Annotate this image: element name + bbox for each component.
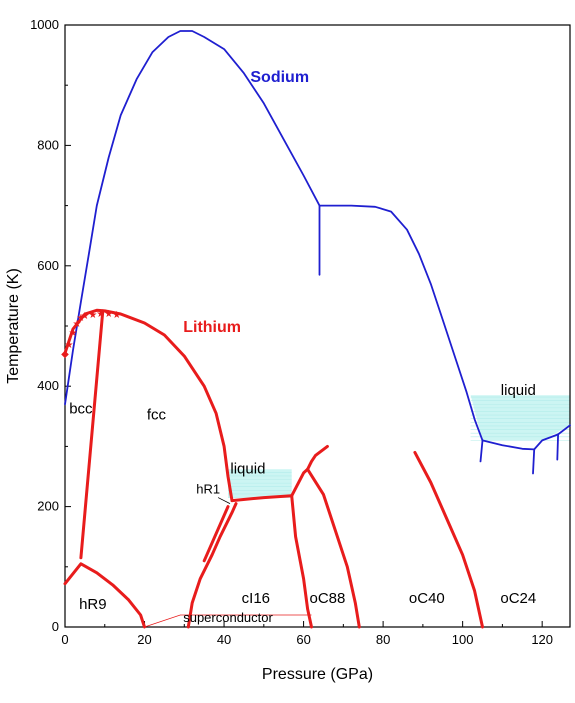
y-tick-label: 800 [37, 137, 59, 152]
label-liquid: liquid [501, 382, 536, 399]
label-hr1: hR1 [196, 481, 220, 496]
lithium-melting-marker: ★ [76, 313, 85, 324]
phase-boundaries: ◆★★★★★★★★★ [61, 30, 571, 629]
lithium-boundary-3 [186, 502, 238, 629]
lithium-boundary-4 [202, 505, 230, 563]
phase-labels: Sodium Lithium bcc fcc liquid hR1 hR9 cI16 super… [69, 69, 536, 625]
lithium-boundary-5 [230, 494, 294, 503]
lithium-boundary-7 [306, 444, 329, 471]
label-oc88: oC88 [310, 590, 346, 607]
lithium-melting-marker: ★ [96, 309, 105, 320]
x-axis-title: Pressure (GPa) [262, 666, 373, 683]
y-tick-label: 200 [37, 499, 59, 514]
lithium-boundary-2 [63, 562, 146, 629]
sodium-boundary-4 [532, 448, 536, 475]
superconductor-boundary [144, 614, 312, 628]
label-sodium: Sodium [250, 69, 309, 86]
lithium-boundary-1 [79, 309, 105, 560]
x-tick-label: 20 [137, 632, 151, 647]
x-tick-label: 100 [452, 632, 474, 647]
y-axis-title: Temperature (K) [5, 268, 22, 384]
sodium-boundary-0 [64, 30, 484, 442]
label-fcc: fcc [147, 406, 167, 423]
lithium-melting-marker: ★ [104, 309, 113, 320]
label-oc24: oC24 [500, 590, 536, 607]
label-oc40: oC40 [409, 590, 445, 607]
y-tick-label: 1000 [30, 17, 59, 32]
x-tick-label: 120 [531, 632, 553, 647]
lithium-melting-marker: ★ [68, 328, 77, 339]
lithium-melting-marker: ★ [64, 340, 73, 351]
hr1-pointer [217, 497, 231, 504]
lithium-melting-marker: ★ [72, 319, 81, 330]
plot-frame [64, 24, 571, 628]
x-tick-label: 60 [296, 632, 310, 647]
label-superconductor: superconductor [183, 610, 273, 625]
x-tick-label: 40 [217, 632, 231, 647]
liquid-regions [228, 395, 570, 498]
lithium-boundary-8 [290, 494, 313, 629]
lithium-boundary-10 [413, 450, 484, 629]
label-bcc: bcc [69, 400, 93, 417]
lithium-boundary-9 [306, 467, 361, 629]
lithium-melting-marker: ★ [112, 310, 121, 321]
label-liquid: liquid [230, 460, 265, 477]
lithium-melting-marker: ◆ [61, 349, 69, 360]
lithium-boundary-6 [290, 467, 310, 498]
label-ci16: cI16 [242, 590, 270, 607]
x-tick-label: 0 [61, 632, 68, 647]
label-hr9: hR9 [79, 596, 107, 613]
lithium-melting-marker: ★ [88, 310, 97, 321]
axes: 0 20 40 60 80 100 120 0 200 400 600 800 1000 Pressure… [5, 17, 571, 683]
y-tick-label: 0 [52, 619, 59, 634]
sodium-boundary-5 [556, 433, 559, 461]
sodium-boundary-3 [479, 439, 484, 463]
liquid-region-1 [470, 395, 570, 441]
lithium-boundary-0 [63, 308, 234, 503]
lithium-melting-marker: ★ [80, 311, 89, 322]
y-tick-label: 600 [37, 258, 59, 273]
x-tick-label: 80 [376, 632, 390, 647]
y-tick-label: 400 [37, 378, 59, 393]
label-lithium: Lithium [183, 319, 241, 336]
